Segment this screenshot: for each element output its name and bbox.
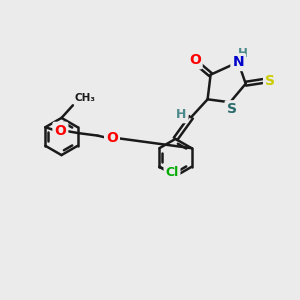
Text: O: O <box>55 124 66 138</box>
Text: Cl: Cl <box>165 166 178 179</box>
Text: H: H <box>176 108 187 122</box>
Text: S: S <box>265 74 275 88</box>
Text: O: O <box>106 131 118 145</box>
Text: O: O <box>189 53 201 67</box>
Text: H: H <box>238 47 247 60</box>
Text: S: S <box>226 102 237 116</box>
Text: CH₃: CH₃ <box>74 93 95 103</box>
Text: N: N <box>232 55 244 69</box>
